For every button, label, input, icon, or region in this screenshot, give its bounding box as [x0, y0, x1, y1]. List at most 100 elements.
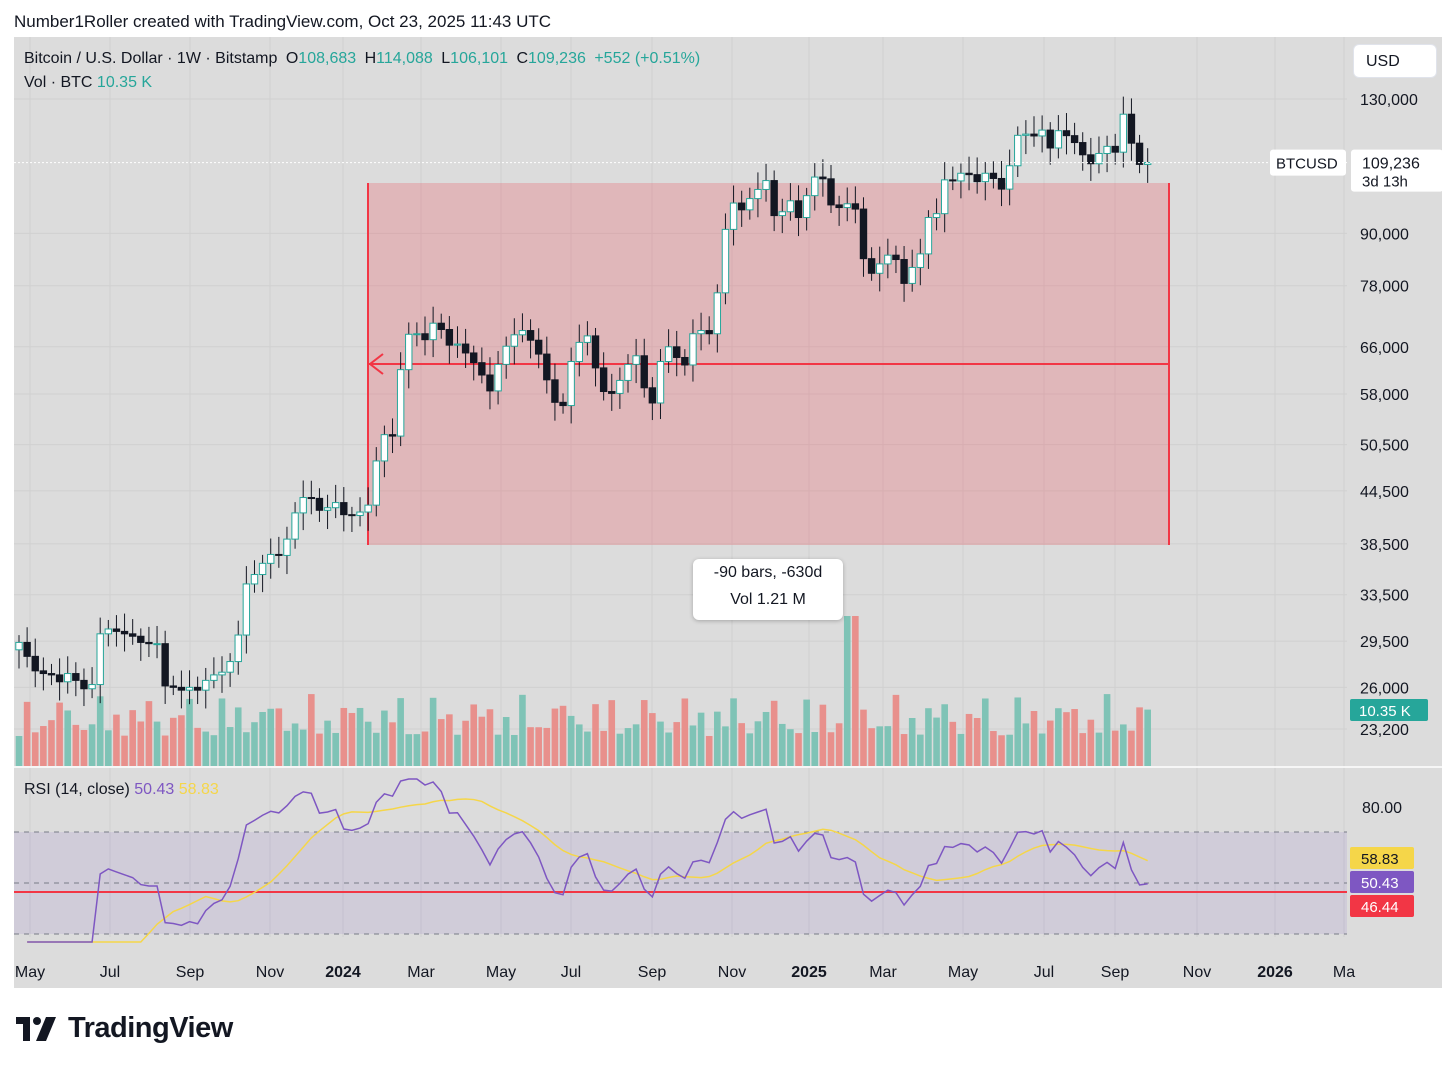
volume-bar	[1120, 724, 1127, 766]
volume-bar	[502, 717, 510, 766]
time-axis-label: Ma	[1333, 964, 1355, 981]
candle-up	[453, 343, 462, 346]
time-axis-label: Nov	[256, 964, 284, 981]
volume-bar	[535, 727, 542, 766]
candle-up	[754, 188, 762, 200]
volume-bar	[478, 716, 486, 766]
volume-bar	[998, 735, 1005, 766]
volume-bar	[697, 712, 705, 766]
high-label: H	[364, 50, 377, 67]
volume-bar	[470, 704, 478, 766]
volume-bar	[372, 732, 380, 766]
price-axis-label: 58,000	[1360, 387, 1409, 404]
candle-down	[388, 434, 397, 437]
volume-tag	[1350, 699, 1428, 721]
volume-bar	[105, 730, 112, 766]
price-chart[interactable]: 130,000 90,000 78,000 66,000 58,000 50,500 44,…	[14, 37, 1442, 988]
currency-button[interactable]: USD	[1353, 44, 1437, 78]
volume-bar	[835, 723, 843, 766]
candle-up	[762, 180, 770, 190]
volume-bar	[511, 734, 518, 766]
candle-up	[494, 363, 502, 392]
volume-bar	[1128, 730, 1135, 766]
volume-bar	[843, 616, 851, 766]
candle-down	[892, 254, 900, 261]
volume-bar	[389, 722, 396, 766]
candle-down	[315, 497, 324, 511]
candle-down	[534, 339, 543, 355]
volume-bar	[381, 710, 388, 766]
rsi-line-tag-value: 46.44	[1361, 899, 1399, 916]
volume-bar	[178, 715, 185, 766]
candle-up	[664, 346, 673, 362]
candle-down	[859, 208, 868, 260]
candle-up	[721, 228, 730, 294]
candle-down	[72, 673, 80, 681]
chart-frame[interactable]: 130,000 90,000 78,000 66,000 58,000 50,500 44,…	[14, 37, 1442, 988]
time-axis-label: Jul	[561, 964, 581, 981]
volume-bar	[80, 729, 88, 766]
volume-label: Vol · BTC	[24, 74, 93, 91]
symbol-tag-label: BTCUSD	[1276, 156, 1338, 173]
time-axis-label: 2025	[791, 964, 827, 981]
volume-legend[interactable]: Vol · BTC 10.35 K	[24, 74, 152, 92]
volume-bar	[908, 718, 916, 766]
volume-bar	[308, 694, 315, 766]
price-axis-label: 44,500	[1360, 484, 1409, 501]
candle-up	[258, 562, 267, 576]
price-axis-label: 90,000	[1360, 226, 1409, 243]
volume-bar	[1103, 694, 1111, 766]
candle-up	[104, 628, 113, 635]
candle-up	[380, 434, 389, 462]
volume-bar	[665, 732, 672, 766]
candle-down	[1135, 142, 1144, 165]
candle-up	[957, 172, 965, 182]
volume-bar	[153, 721, 161, 766]
candle-down	[177, 686, 186, 691]
candle-up	[64, 673, 72, 683]
open-label: O	[285, 50, 299, 67]
volume-bar	[324, 720, 331, 766]
volume-bar	[551, 708, 559, 766]
time-axis-label: Jul	[1034, 964, 1054, 981]
candle-down	[39, 670, 48, 675]
price-tag-value: 109,236	[1362, 156, 1420, 173]
volume-bar	[129, 710, 136, 766]
candle-down	[161, 643, 169, 687]
time-axis-label: Mar	[869, 964, 897, 981]
candle-up	[226, 661, 234, 673]
rsi-legend[interactable]: RSI (14, close) 50.43 58.83	[24, 781, 219, 799]
candle-up	[299, 497, 307, 514]
volume-bar	[137, 721, 145, 766]
volume-bar	[348, 712, 356, 766]
candle-down	[1111, 145, 1119, 153]
volume-bar	[884, 726, 892, 766]
volume-bar	[770, 700, 778, 766]
volume-bar	[738, 723, 745, 766]
candle-down	[819, 176, 827, 180]
volume-bar	[754, 721, 762, 766]
candle-down	[145, 641, 153, 645]
candle-up	[843, 203, 851, 209]
candle-up	[372, 460, 380, 506]
volume-bar	[616, 733, 624, 766]
rsi-value: 50.43	[134, 781, 175, 798]
open-value: 108,683	[298, 50, 357, 67]
time-axis-label: May	[948, 964, 978, 981]
volume-bar	[600, 730, 607, 766]
measure-arrow-head	[368, 353, 384, 375]
candle-down	[648, 387, 657, 404]
footer-brand[interactable]: TradingView	[16, 1012, 233, 1045]
volume-bar	[925, 708, 932, 766]
candle-up	[932, 213, 941, 219]
volume-bar	[575, 724, 583, 766]
volume-bar	[795, 733, 802, 766]
volume-bar	[1055, 708, 1062, 766]
symbol-legend[interactable]: Bitcoin / U.S. Dollar · 1W · Bitstamp O1…	[24, 50, 704, 68]
volume-bar	[811, 732, 819, 766]
volume-bar	[640, 700, 648, 766]
candle-down	[193, 686, 202, 691]
volume-bar	[356, 707, 364, 766]
candle-up	[940, 179, 949, 215]
volume-bar	[113, 714, 120, 766]
